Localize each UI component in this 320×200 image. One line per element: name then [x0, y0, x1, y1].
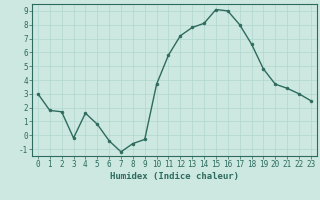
X-axis label: Humidex (Indice chaleur): Humidex (Indice chaleur) [110, 172, 239, 181]
